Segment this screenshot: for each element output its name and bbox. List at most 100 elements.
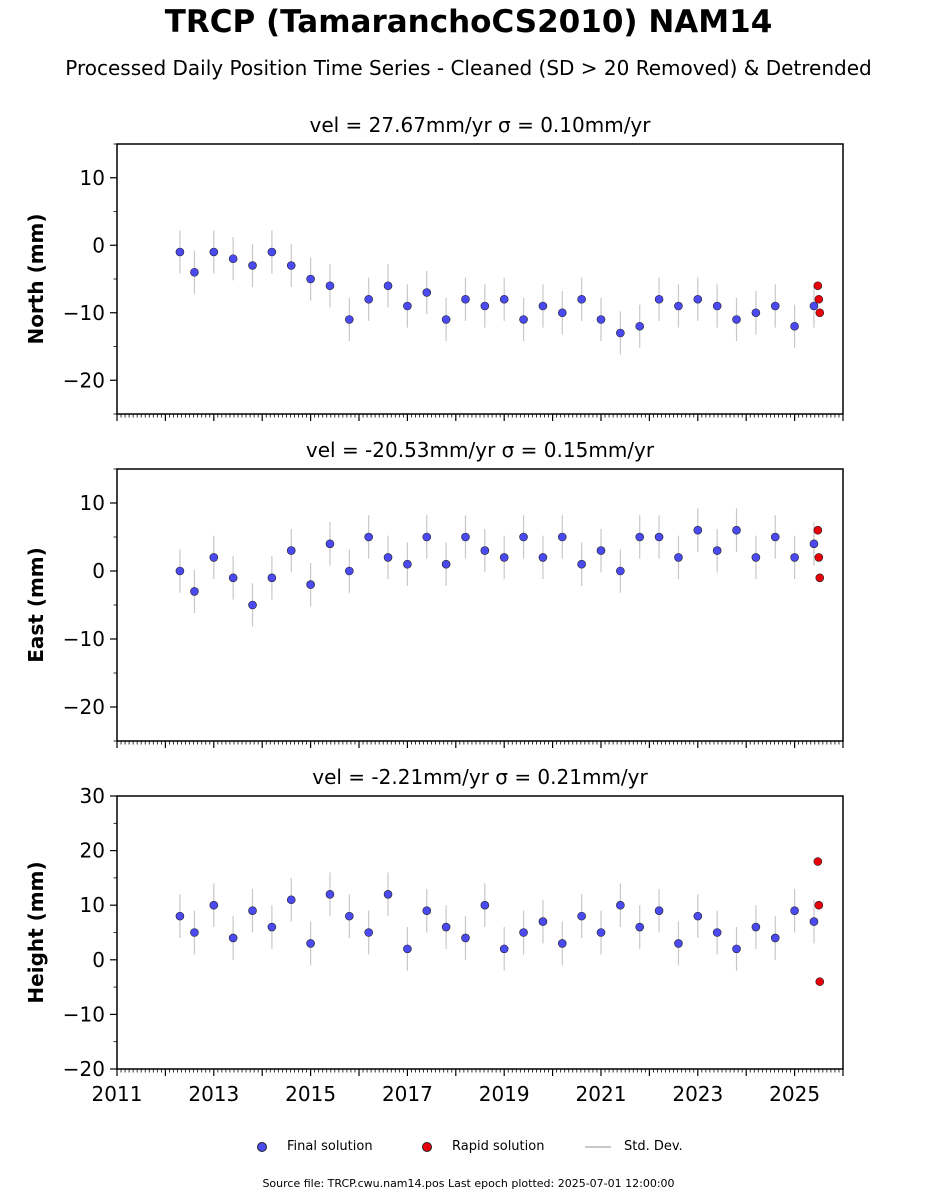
y-tick-label: −20 (63, 368, 105, 392)
final-point (480, 900, 490, 910)
final-point (209, 553, 219, 562)
legend-final-label: Final solution (287, 1139, 373, 1154)
x-tick-label: 2025 (769, 1082, 820, 1106)
y-axis-label: Height (mm) (24, 861, 48, 1003)
final-point (190, 928, 199, 937)
y-tick-label: 0 (92, 559, 105, 583)
final-point (538, 301, 548, 311)
x-tick-label: 2019 (479, 1082, 530, 1106)
y-tick-label: 30 (80, 784, 105, 808)
final-point (674, 553, 683, 562)
final-point (538, 917, 548, 926)
final-point (616, 900, 625, 910)
final-point (732, 315, 741, 324)
y-tick-label: −10 (63, 301, 105, 325)
final-point (519, 315, 528, 324)
final-point (616, 328, 625, 338)
legend-final-marker (257, 1142, 267, 1152)
x-tick-label: 2023 (672, 1082, 723, 1106)
final-point (403, 301, 412, 311)
x-tick-label: 2017 (382, 1082, 433, 1106)
final-point (635, 321, 645, 331)
final-point (228, 573, 238, 583)
source-footer: Source file: TRCP.cwu.nam14.pos Last epo… (262, 1177, 675, 1190)
final-point (441, 559, 451, 569)
final-point (654, 906, 664, 915)
final-point (596, 315, 606, 324)
final-point (519, 532, 528, 542)
final-point (461, 294, 470, 304)
legend-std-line (585, 1146, 611, 1148)
final-point (577, 294, 586, 304)
final-point (519, 928, 528, 937)
rapid-point (815, 977, 825, 986)
final-point (228, 933, 238, 943)
final-point (712, 546, 722, 555)
final-point (209, 900, 219, 910)
final-point (499, 553, 509, 562)
final-point (306, 580, 315, 589)
final-point (403, 559, 412, 569)
final-point (577, 911, 586, 921)
final-point (770, 933, 780, 943)
final-point (732, 525, 741, 535)
final-point (248, 600, 257, 610)
final-point (248, 906, 257, 915)
final-point (345, 315, 354, 324)
final-point (461, 933, 470, 943)
final-point (345, 911, 354, 921)
panel-title: vel = -2.21mm/yr σ = 0.21mm/yr (312, 765, 648, 789)
y-tick-label: 10 (80, 491, 105, 515)
final-point (345, 566, 354, 576)
final-point (616, 566, 625, 576)
final-point (712, 928, 722, 937)
legend-rapid-label: Rapid solution (452, 1139, 545, 1154)
final-point (654, 294, 664, 304)
final-point (480, 546, 490, 555)
plot-frame (116, 468, 844, 742)
final-point (441, 315, 451, 324)
legend-std-label: Std. Dev. (624, 1139, 683, 1154)
final-point (557, 532, 567, 542)
y-tick-label: −20 (63, 695, 105, 719)
rapid-point (814, 294, 824, 304)
final-point (175, 911, 185, 921)
final-point (790, 553, 799, 562)
final-point (770, 301, 780, 311)
plot-frame (116, 143, 844, 415)
final-point (267, 573, 277, 583)
final-point (325, 281, 335, 291)
final-point (499, 944, 509, 954)
final-point (175, 247, 185, 257)
x-tick-label: 2021 (576, 1082, 627, 1106)
y-tick-label: 0 (92, 233, 105, 257)
final-point (383, 281, 393, 291)
x-tick-label: 2011 (92, 1082, 143, 1106)
final-point (557, 308, 567, 318)
final-point (751, 922, 761, 932)
final-point (809, 301, 819, 311)
panel-2 (110, 468, 844, 748)
final-point (209, 247, 219, 257)
final-point (557, 939, 567, 948)
plot-frame (116, 795, 844, 1070)
final-point (596, 546, 606, 555)
final-point (267, 247, 277, 257)
final-point (674, 939, 683, 948)
final-point (790, 321, 799, 331)
final-point (441, 922, 451, 932)
final-point (499, 294, 509, 304)
rapid-point (814, 553, 824, 562)
final-point (422, 532, 432, 542)
y-tick-label: −10 (63, 1002, 105, 1026)
y-tick-label: −20 (63, 1057, 105, 1081)
final-point (422, 288, 432, 297)
final-point (693, 911, 703, 921)
y-axis-label: East (mm) (24, 547, 48, 663)
final-point (790, 906, 799, 915)
final-point (674, 301, 683, 311)
y-axis-label: North (mm) (24, 213, 48, 344)
final-point (383, 553, 393, 562)
final-point (596, 928, 606, 937)
final-point (403, 944, 412, 954)
